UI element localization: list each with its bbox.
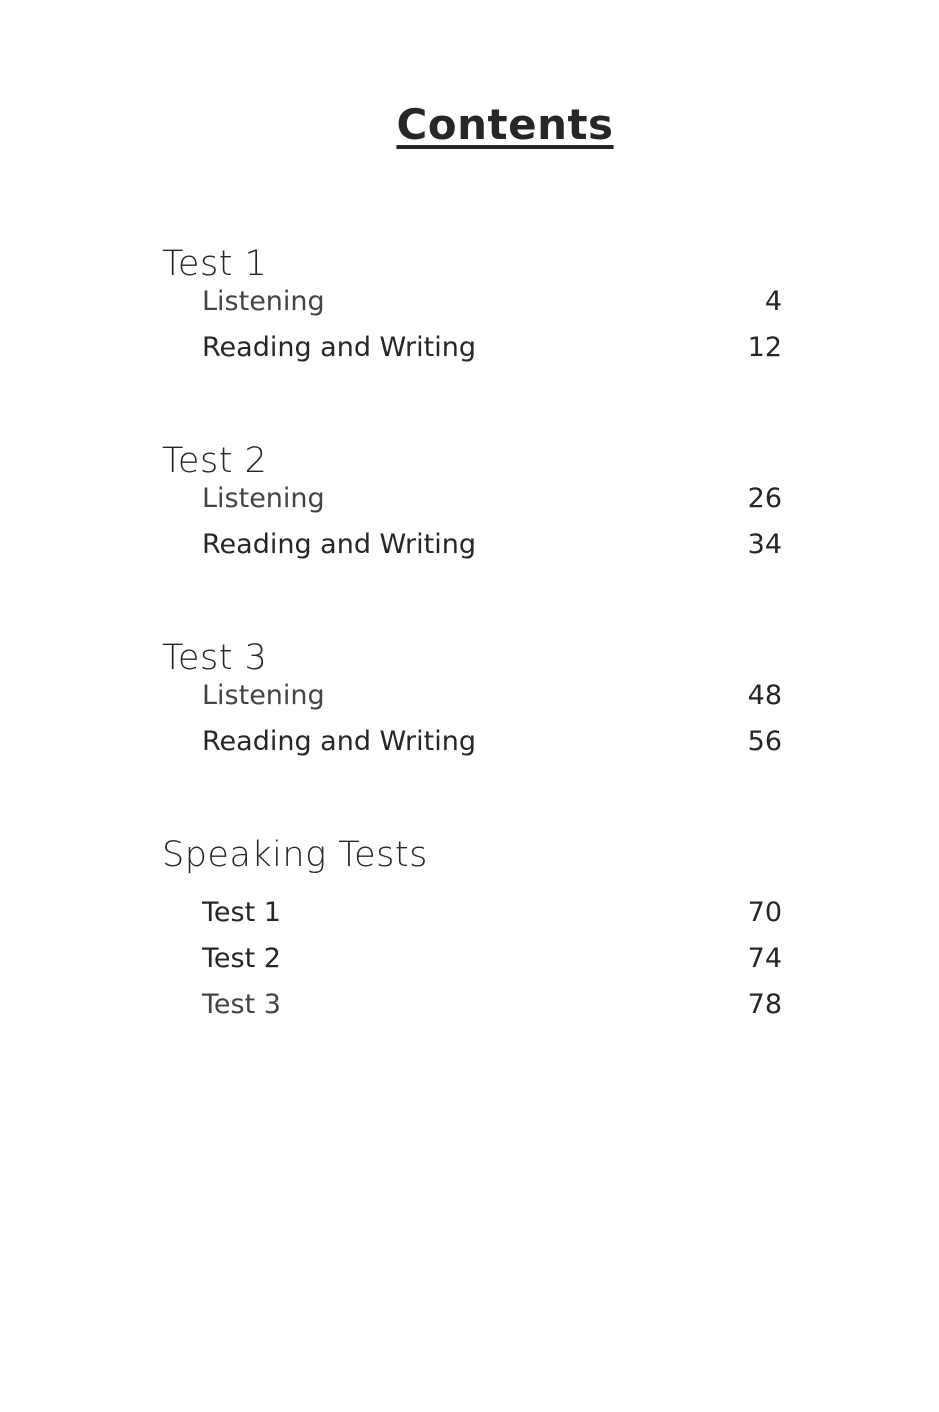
entry-page: 74 (747, 943, 782, 974)
entry-page: 78 (747, 989, 782, 1020)
entry-label: Test 2 (202, 943, 281, 974)
toc-section-test-2: Test 2 Listening 26 Reading and Writing 34 (162, 441, 782, 560)
entry-label: Reading and Writing (202, 332, 476, 363)
entry-page: 48 (747, 680, 782, 711)
toc-section-speaking-tests: Speaking Tests Test 1 70 Test 2 74 Test 3 7… (162, 835, 782, 1020)
entry-page: 4 (764, 286, 782, 317)
toc-section-test-3: Test 3 Listening 48 Reading and Writing 56 (162, 638, 782, 757)
toc-entry[interactable]: Reading and Writing 56 (202, 725, 782, 759)
entry-page: 12 (747, 332, 782, 363)
entry-page: 70 (747, 897, 782, 928)
section-heading: Test 2 (162, 441, 268, 481)
section-heading: Speaking Tests (162, 835, 428, 875)
toc-entry[interactable]: Test 1 70 (202, 896, 782, 930)
entry-label: Reading and Writing (202, 726, 476, 757)
section-heading: Test 1 (162, 244, 268, 284)
section-heading: Test 3 (162, 638, 268, 678)
toc-entry[interactable]: Listening 4 (202, 285, 782, 319)
toc-entry[interactable]: Reading and Writing 12 (202, 331, 782, 365)
toc-section-test-1: Test 1 Listening 4 Reading and Writing 12 (162, 244, 782, 363)
toc-entry[interactable]: Listening 26 (202, 482, 782, 516)
page-title: Contents (0, 100, 939, 150)
entry-label: Listening (202, 286, 325, 317)
toc-entry[interactable]: Reading and Writing 34 (202, 528, 782, 562)
toc-entry[interactable]: Test 2 74 (202, 942, 782, 976)
entry-label: Listening (202, 680, 325, 711)
toc-entry[interactable]: Listening 48 (202, 679, 782, 713)
page-title-text: Contents (396, 100, 614, 149)
toc-entry[interactable]: Test 3 78 (202, 988, 782, 1022)
entry-page: 56 (747, 726, 782, 757)
entry-page: 34 (747, 529, 782, 560)
entry-label: Test 1 (202, 897, 281, 928)
entry-label: Test 3 (202, 989, 281, 1020)
entry-page: 26 (747, 483, 782, 514)
entry-label: Listening (202, 483, 325, 514)
entry-label: Reading and Writing (202, 529, 476, 560)
